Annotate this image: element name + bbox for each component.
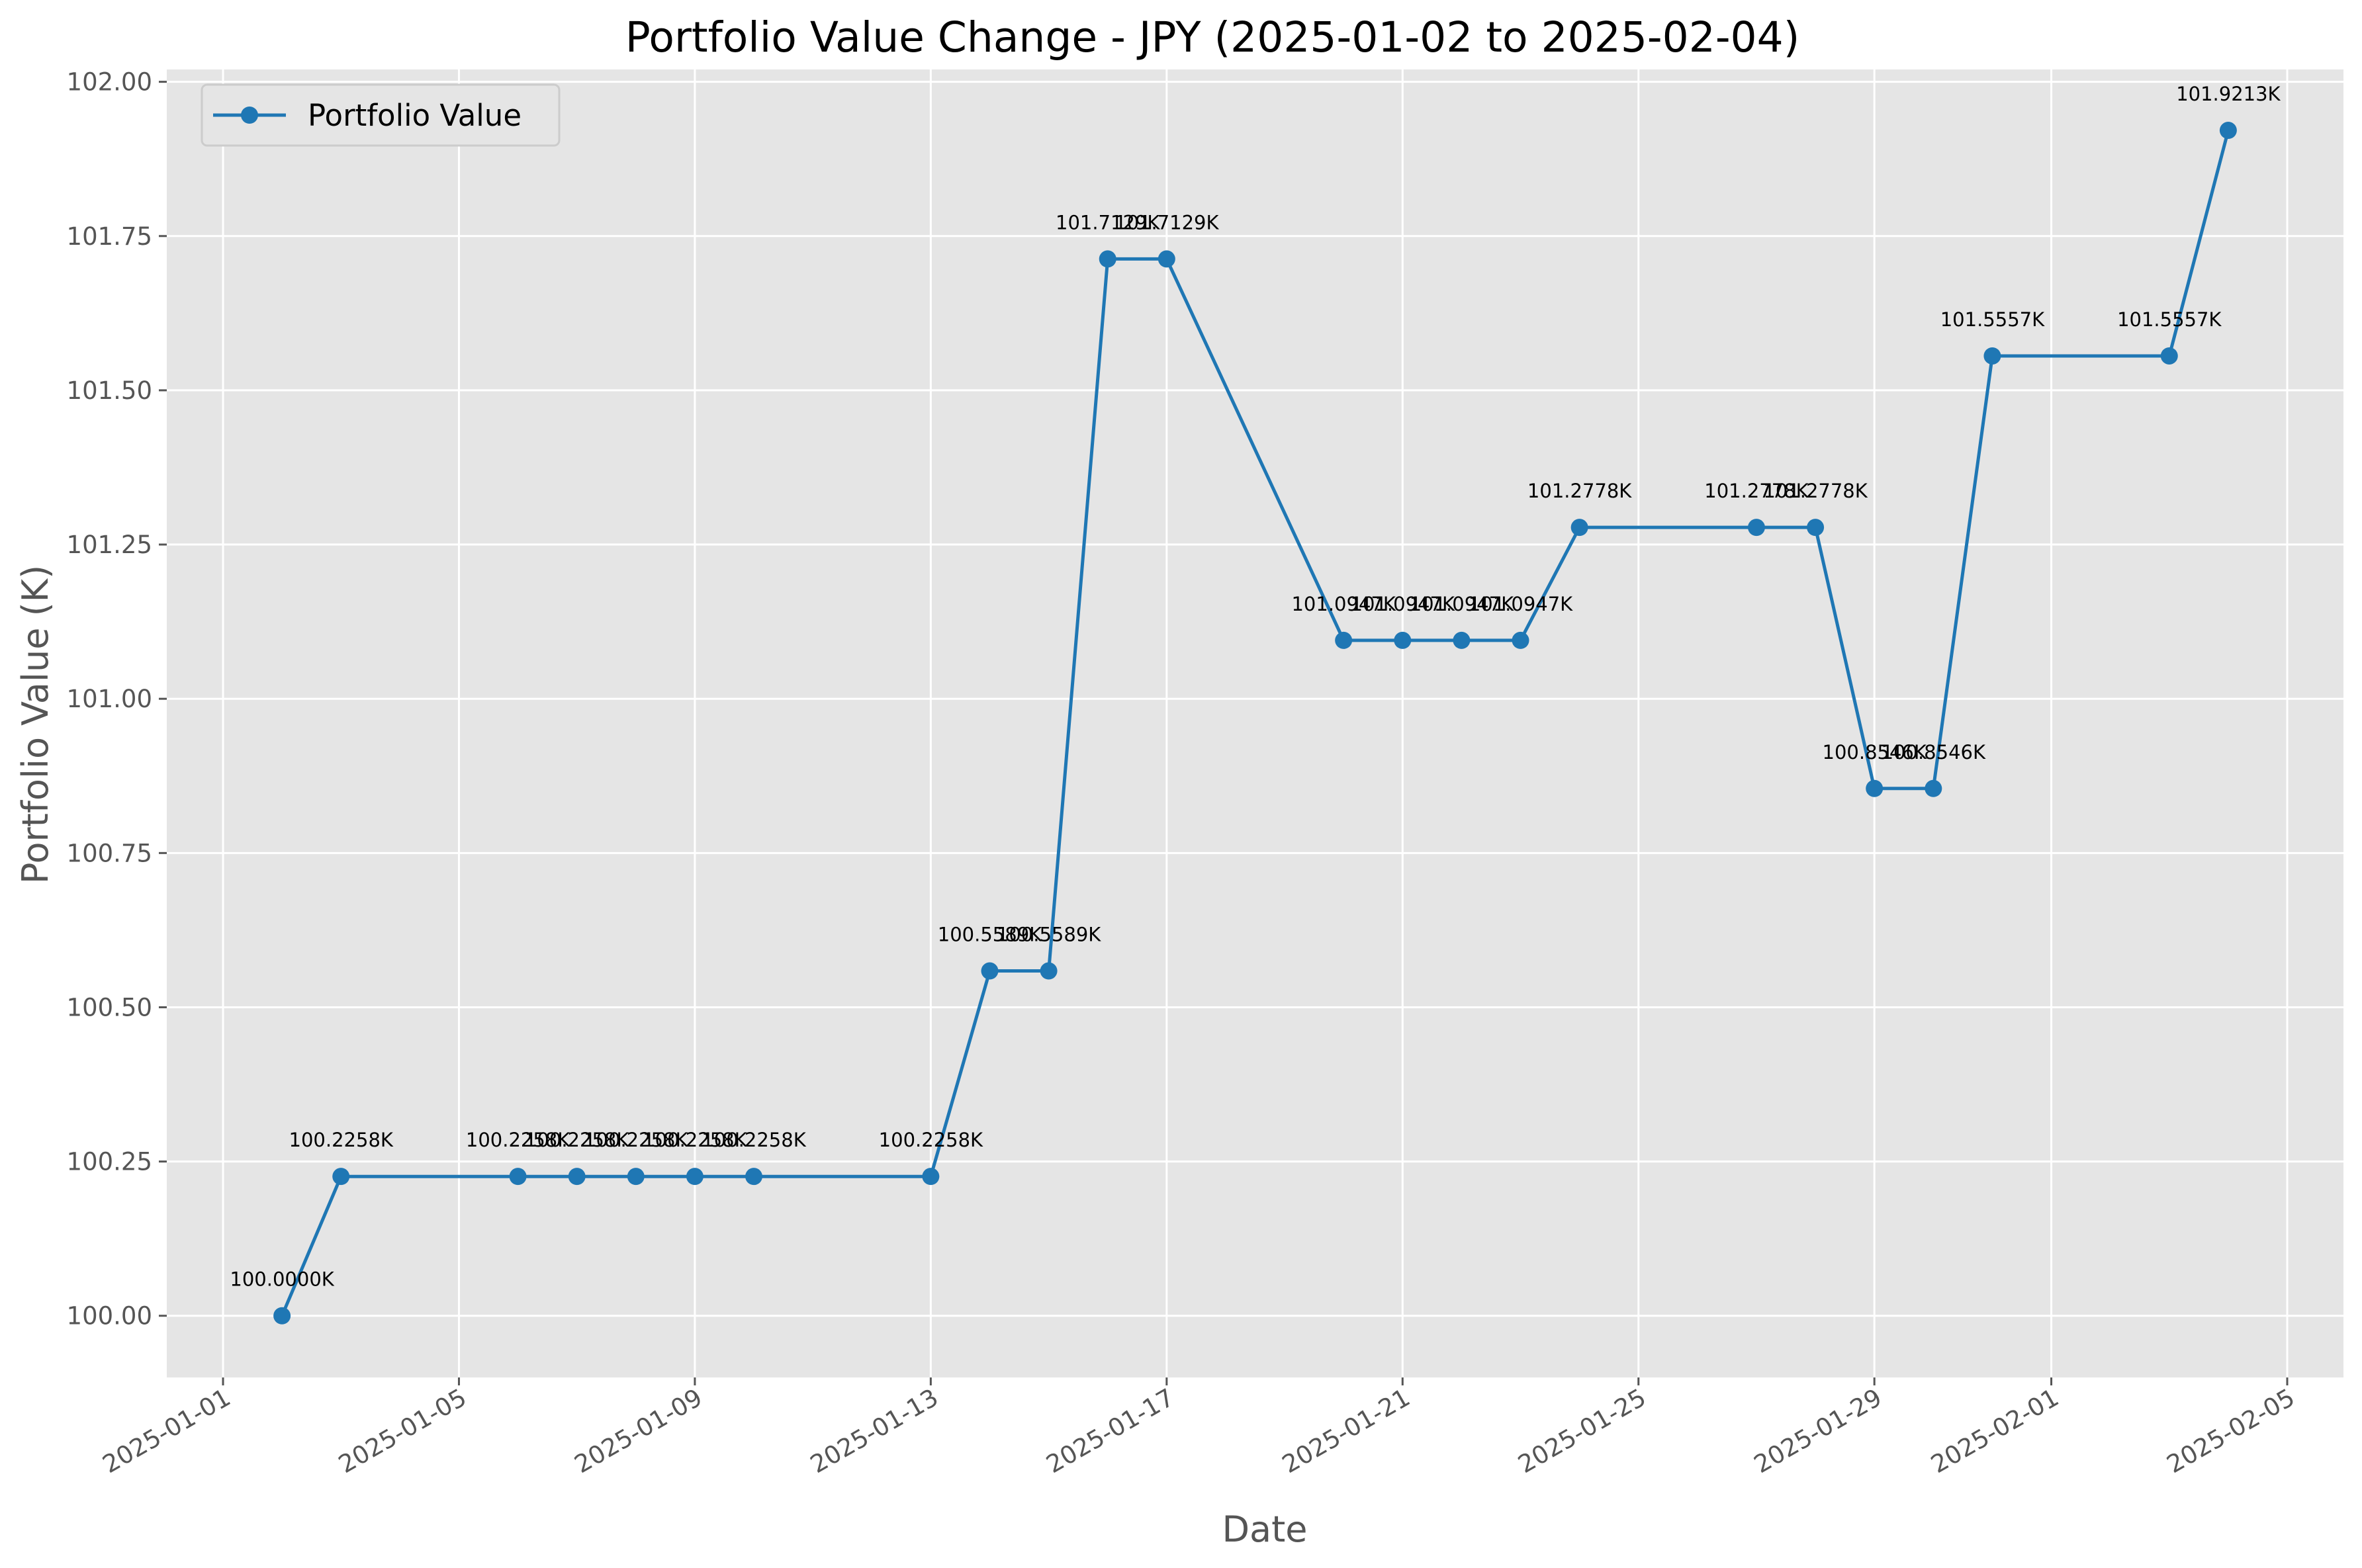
data-label: 100.2258K (525, 1129, 629, 1151)
y-tick-label: 100.50 (67, 993, 152, 1022)
data-point (1158, 250, 1175, 268)
y-tick-label: 100.75 (67, 839, 152, 867)
y-tick-label: 101.75 (67, 222, 152, 251)
data-label: 100.8546K (1823, 741, 1927, 763)
data-label: 101.2778K (1527, 480, 1632, 502)
data-point (1335, 631, 1353, 649)
data-label: 100.2258K (584, 1129, 688, 1151)
data-label: 101.0947K (1291, 593, 1396, 615)
data-label: 101.0947K (1351, 593, 1455, 615)
data-label: 100.5589K (997, 924, 1101, 946)
data-label: 101.0947K (1469, 593, 1573, 615)
data-label: 100.2258K (466, 1129, 570, 1151)
data-label: 100.2258K (879, 1129, 983, 1151)
data-point (1040, 962, 1058, 980)
data-label: 100.5589K (938, 924, 1042, 946)
data-point (1807, 519, 1825, 537)
data-label: 101.0947K (1410, 593, 1514, 615)
data-point (2160, 347, 2178, 365)
chart-title: Portfolio Value Change - JPY (2025-01-02… (625, 13, 1800, 62)
legend-box (201, 83, 561, 147)
y-tick-label: 100.00 (67, 1302, 152, 1330)
data-point (1983, 347, 2001, 365)
data-label: 101.5557K (2117, 308, 2222, 331)
data-label: 100.8546K (1882, 741, 1986, 763)
data-label: 100.2258K (643, 1129, 747, 1151)
data-point (686, 1168, 704, 1186)
data-point (509, 1168, 527, 1186)
series-line (280, 130, 2230, 1317)
y-axis-label: Portfolio Value (K) (15, 565, 56, 884)
y-axis-ticks: 100.00 100.25 100.50 100.75 101.00 101.25 101.… (67, 68, 167, 1330)
data-label: 101.2778K (1704, 480, 1809, 502)
data-label: 100.0000K (230, 1268, 334, 1291)
data-point (1925, 779, 1942, 797)
data-point (627, 1168, 645, 1186)
data-point (1747, 519, 1765, 537)
legend-label: Portfolio Value (308, 98, 522, 133)
data-label: 101.2778K (1763, 480, 1868, 502)
y-tick-label: 100.25 (67, 1148, 152, 1176)
data-point (273, 1307, 291, 1325)
data-label: 101.9213K (2176, 83, 2281, 105)
data-point (745, 1168, 763, 1186)
grid (167, 69, 2343, 1377)
legend: Portfolio Value (201, 83, 561, 147)
data-label: 100.2258K (702, 1129, 806, 1151)
data-point (1453, 631, 1471, 649)
y-tick-label: 101.50 (67, 376, 152, 405)
data-label: 101.7129K (1114, 211, 1219, 234)
data-point (1570, 519, 1588, 537)
y-tick-label: 102.00 (67, 68, 152, 97)
data-point (922, 1168, 940, 1186)
data-label: 101.7129K (1056, 211, 1160, 234)
data-point (332, 1168, 350, 1186)
data-point (1512, 631, 1529, 649)
data-point (1099, 250, 1116, 268)
series-portfolio-value (273, 122, 2237, 1325)
x-axis-label: Date (1222, 1508, 1307, 1550)
data-point (981, 962, 999, 980)
data-label: 101.5557K (1940, 308, 2045, 331)
plot-area (167, 69, 2343, 1377)
y-tick-label: 101.00 (67, 685, 152, 713)
data-point (1394, 631, 1412, 649)
data-label: 100.2258K (289, 1129, 394, 1151)
y-tick-label: 101.25 (67, 531, 152, 559)
data-point (568, 1168, 586, 1186)
data-point (2219, 122, 2237, 140)
legend-marker-swatch (241, 107, 258, 124)
data-point (1866, 779, 1884, 797)
